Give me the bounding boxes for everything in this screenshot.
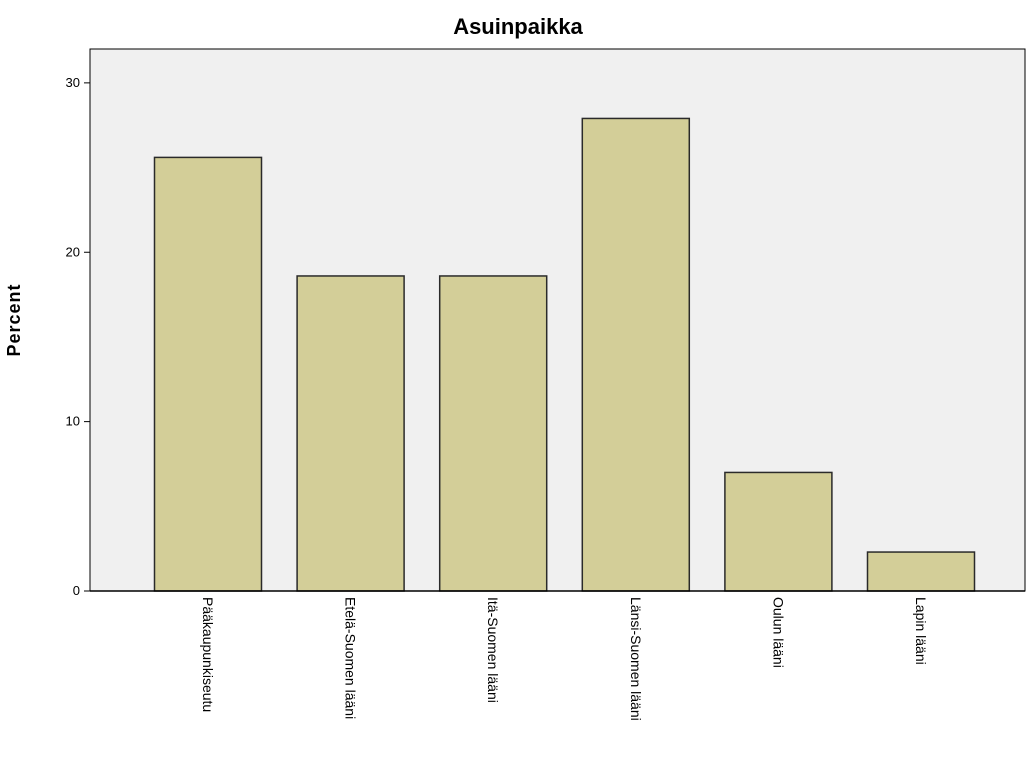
x-tick-label: Länsi-Suomen lääni — [628, 597, 644, 721]
y-axis-label: Percent — [4, 283, 24, 356]
x-tick-label: Pääkaupunkiseutu — [200, 597, 216, 712]
bar — [296, 275, 405, 592]
bar — [866, 551, 976, 592]
y-tick-label: 10 — [66, 414, 80, 429]
y-tick-label: 30 — [66, 75, 80, 90]
x-tick-label: Itä-Suomen lääni — [485, 597, 501, 703]
y-tick-label: 20 — [66, 244, 80, 259]
x-tick-label: Lapin lääni — [913, 597, 929, 665]
x-tick-label: Oulun lääni — [770, 597, 786, 668]
chart-title: Asuinpaikka — [453, 14, 583, 39]
bar — [581, 117, 691, 592]
bar — [438, 275, 548, 592]
bar — [724, 471, 833, 592]
bar — [153, 156, 263, 592]
bars-group — [153, 117, 976, 592]
y-axis: 0 10 20 30 — [66, 75, 90, 598]
x-tick-label: Etelä-Suomen lääni — [343, 597, 359, 719]
y-tick-label: 0 — [73, 583, 80, 598]
x-axis-labels: Pääkaupunkiseutu Etelä-Suomen lääni Itä-Su… — [200, 597, 929, 721]
